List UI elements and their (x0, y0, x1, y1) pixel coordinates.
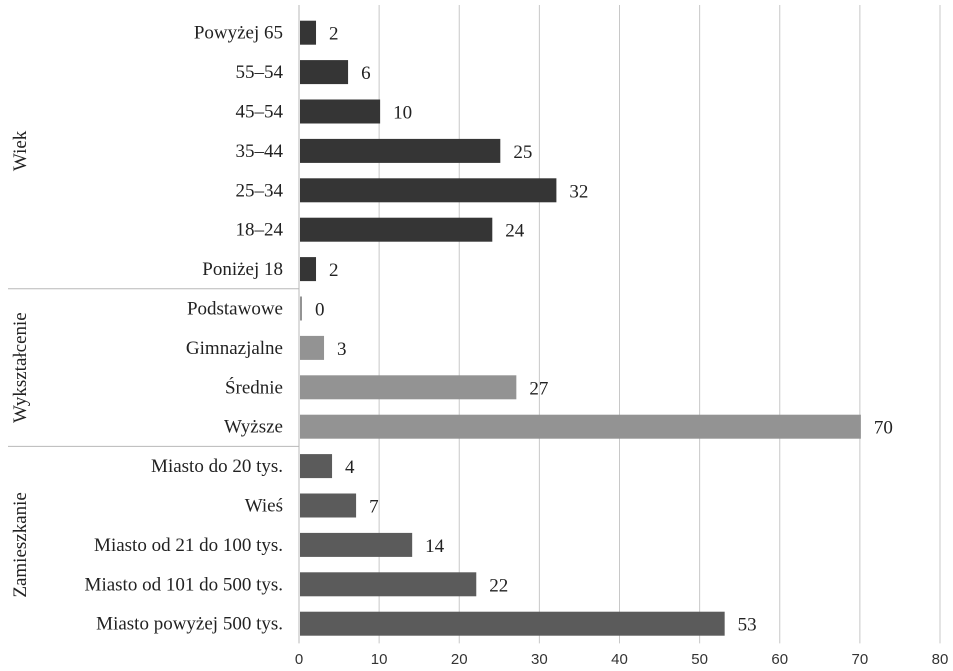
category-label: 18–24 (236, 220, 284, 241)
x-tick-label: 50 (691, 651, 708, 668)
data-label: 24 (505, 221, 525, 242)
category-label: 45–54 (236, 102, 284, 123)
category-label: Wyższe (224, 417, 283, 438)
category-label: Miasto od 21 do 100 tys. (94, 535, 283, 556)
x-tick-label: 20 (451, 651, 468, 668)
group-labels: Wiek Wykształcenie Zamieszkanie (10, 130, 31, 597)
grid-lines (378, 5, 941, 644)
group-label: Zamieszkanie (10, 492, 31, 598)
bar (300, 99, 381, 124)
bar (300, 60, 349, 85)
x-tick-label: 0 (295, 651, 303, 668)
category-label: 55–54 (236, 62, 284, 83)
data-label: 22 (489, 575, 508, 596)
x-tick-label: 70 (852, 651, 869, 668)
bar (300, 454, 333, 479)
data-label: 27 (529, 378, 548, 399)
category-label: Poniżej 18 (202, 259, 283, 280)
bar (300, 257, 317, 282)
data-label: 32 (569, 181, 588, 202)
data-label: 25 (513, 142, 532, 163)
bar (300, 572, 477, 597)
bar (300, 611, 725, 636)
bars (300, 20, 861, 636)
bar (300, 178, 557, 203)
data-label: 7 (369, 497, 379, 518)
bar (300, 493, 357, 518)
bar (300, 335, 325, 360)
x-axis-ticks: 0 10 20 30 40 50 60 70 80 (295, 651, 949, 668)
bar (300, 414, 861, 439)
category-label: Powyżej 65 (194, 23, 283, 44)
data-label: 4 (345, 457, 355, 478)
group-separators (8, 5, 300, 644)
data-label: 6 (361, 63, 371, 84)
category-label: Średnie (225, 376, 283, 398)
bar (300, 20, 317, 45)
x-tick-label: 80 (932, 651, 949, 668)
category-label: Wieś (245, 496, 283, 517)
data-label: 14 (425, 536, 445, 557)
bar (300, 375, 517, 400)
group-label: Wykształcenie (10, 312, 31, 423)
x-tick-label: 60 (771, 651, 788, 668)
data-label: 53 (738, 615, 757, 636)
category-label: Podstawowe (187, 299, 283, 320)
category-label: Miasto powyżej 500 tys. (96, 614, 283, 635)
bar (300, 296, 302, 321)
category-labels: Powyżej 65 55–54 45–54 35–44 25–34 18–24 Poniż… (85, 23, 284, 635)
data-label: 3 (337, 339, 347, 360)
bar (300, 138, 501, 163)
category-label: Miasto od 101 do 500 tys. (85, 574, 283, 595)
category-label: 35–44 (236, 141, 284, 162)
group-label: Wiek (10, 130, 31, 171)
bar (300, 532, 413, 557)
category-label: 25–34 (236, 180, 284, 201)
data-label: 0 (315, 300, 325, 321)
data-label: 70 (874, 418, 893, 439)
category-label: Gimnazjalne (186, 338, 283, 359)
bar (300, 217, 493, 242)
data-label: 2 (329, 260, 339, 281)
x-tick-label: 30 (531, 651, 548, 668)
x-tick-label: 40 (611, 651, 628, 668)
data-label: 2 (329, 24, 339, 45)
data-label: 10 (393, 103, 412, 124)
x-tick-label: 10 (371, 651, 388, 668)
category-label: Miasto do 20 tys. (151, 456, 283, 477)
